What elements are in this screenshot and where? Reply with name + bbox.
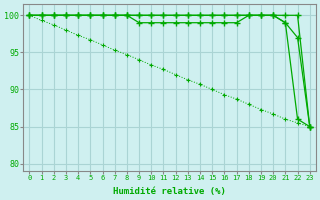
X-axis label: Humidité relative (%): Humidité relative (%)	[113, 187, 226, 196]
